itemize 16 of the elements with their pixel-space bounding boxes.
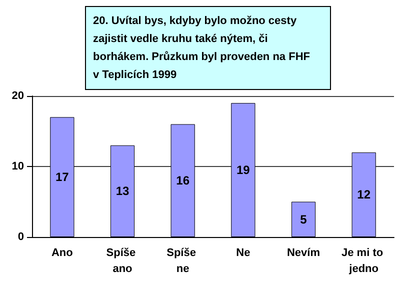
y-tick-label: 20 <box>12 90 24 102</box>
data-label: 5 <box>300 212 308 226</box>
data-label: 13 <box>116 184 130 198</box>
x-tick-label: Je mi to jedno <box>342 247 386 275</box>
data-label: 12 <box>357 188 371 202</box>
data-label: 17 <box>55 170 70 184</box>
x-tick-label: Ano <box>51 247 74 259</box>
y-tick-label: 10 <box>12 160 24 172</box>
x-tick-label: Nevím <box>286 247 320 259</box>
data-label: 16 <box>176 174 190 188</box>
x-tick-label: Ne <box>236 247 250 259</box>
data-label: 19 <box>236 163 250 178</box>
x-tick-label: Spíše ne <box>166 247 200 275</box>
x-tick-label: Spíše ano <box>106 247 139 275</box>
y-tick-label: 0 <box>18 231 24 243</box>
chart-title: 20. Uvítal bys, kdyby bylo možno cesty zajistit vedle kruhu také nýtem, či borhákem. Průzkum byl proveden na FHF v Teplicích 1999 <box>93 15 314 81</box>
